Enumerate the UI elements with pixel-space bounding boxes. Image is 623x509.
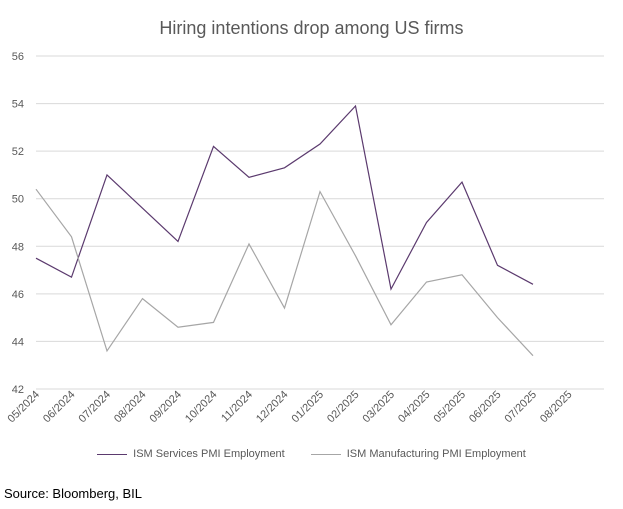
legend-swatch-services	[97, 453, 128, 455]
y-tick-label: 42	[12, 384, 24, 396]
legend-label-manufacturing: ISM Manufacturing PMI Employment	[346, 448, 526, 460]
y-tick-label: 48	[12, 241, 24, 253]
x-tick-label: 12/2024	[254, 389, 291, 426]
x-tick-label: 01/2025	[290, 389, 327, 426]
y-tick-label: 44	[12, 336, 24, 348]
legend: ISM Services PMI Employment ISM Manufact…	[0, 448, 623, 460]
x-tick-label: 04/2025	[396, 389, 433, 426]
x-tick-label: 10/2024	[183, 389, 220, 426]
gridlines	[36, 55, 604, 390]
x-tick-label: 07/2025	[503, 389, 540, 426]
legend-item-services: ISM Services PMI Employment	[97, 448, 285, 460]
y-tick-label: 52	[12, 146, 24, 158]
y-tick-label: 50	[12, 194, 24, 206]
x-axis-ticks: 05/202406/202407/202408/202409/202410/20…	[6, 389, 575, 426]
y-axis-ticks: 42 44 46 48 50 52 54 56	[12, 51, 24, 396]
legend-label-services: ISM Services PMI Employment	[133, 448, 285, 460]
x-tick-label: 08/2024	[112, 389, 149, 426]
x-tick-label: 06/2024	[41, 389, 78, 426]
y-tick-label: 56	[12, 51, 24, 63]
source-note: Source: Bloomberg, BIL	[4, 486, 143, 501]
x-tick-label: 07/2024	[77, 389, 114, 426]
y-tick-label: 46	[12, 289, 24, 301]
x-tick-label: 08/2025	[538, 389, 575, 426]
x-tick-label: 11/2024	[219, 389, 255, 425]
legend-item-manufacturing: ISM Manufacturing PMI Employment	[310, 448, 526, 460]
series-line-services	[35, 104, 534, 291]
chart-title: Hiring intentions drop among US firms	[159, 18, 464, 38]
x-tick-label: 05/2025	[432, 389, 469, 426]
line-chart: 42 44 46 48 50 52 54 56 05/202406/202407/202408…	[6, 51, 604, 426]
x-tick-label: 02/2025	[325, 389, 362, 426]
series-line-manufacturing	[35, 188, 534, 357]
y-tick-label: 54	[12, 99, 24, 111]
x-tick-label: 09/2024	[148, 389, 185, 426]
x-tick-label: 06/2025	[467, 389, 504, 426]
legend-swatch-manufacturing	[310, 453, 341, 455]
series-lines	[35, 104, 534, 357]
x-tick-label: 03/2025	[361, 389, 398, 426]
